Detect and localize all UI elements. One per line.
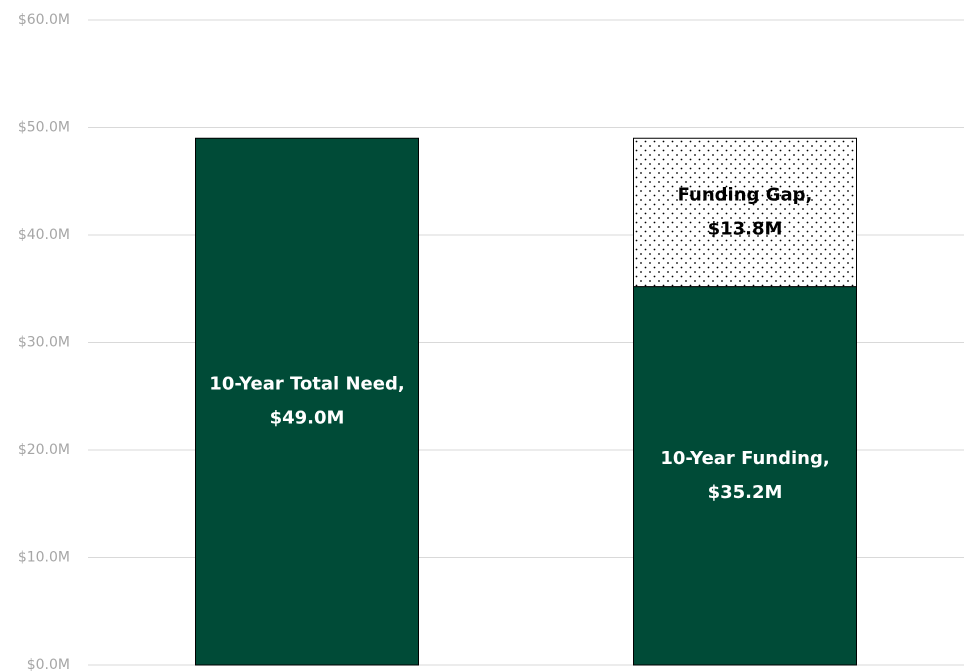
data-label: 10-Year Total Need, $49.0M xyxy=(209,374,404,429)
y-tick-label: $60.0M xyxy=(18,12,70,28)
data-label: 10-Year Funding, $35.2M xyxy=(660,448,829,503)
y-tick-label: $40.0M xyxy=(18,227,70,243)
y-tick-label: $30.0M xyxy=(18,335,70,351)
y-tick-label: $20.0M xyxy=(18,442,70,458)
bar-segment xyxy=(633,137,857,288)
data-label: Funding Gap, $13.8M xyxy=(678,184,813,239)
bar-segment xyxy=(195,137,419,666)
y-tick-label: $50.0M xyxy=(18,120,70,136)
y-tick-label: $10.0M xyxy=(18,550,70,566)
y-tick-label: $0.0M xyxy=(27,657,70,671)
bar-segment xyxy=(633,286,857,666)
